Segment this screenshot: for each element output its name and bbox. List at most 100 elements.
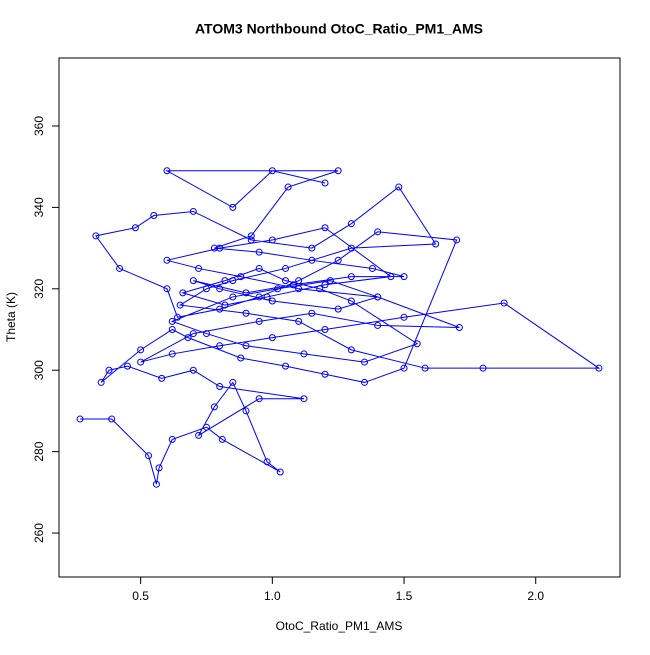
- data-point: [184, 334, 192, 342]
- data-point: [218, 435, 226, 443]
- y-tick-label: 340: [32, 197, 46, 217]
- data-point: [216, 342, 224, 350]
- data-point: [374, 228, 382, 236]
- data-point: [163, 167, 171, 175]
- data-point: [263, 293, 271, 301]
- data-point: [195, 431, 203, 439]
- data-point: [116, 264, 124, 272]
- data-point: [210, 403, 218, 411]
- data-point: [152, 480, 160, 488]
- data-point: [163, 256, 171, 264]
- data-point: [137, 346, 145, 354]
- data-point: [216, 285, 224, 293]
- data-point: [131, 224, 139, 232]
- data-point: [295, 285, 303, 293]
- data-point: [479, 364, 487, 372]
- data-point: [216, 382, 224, 390]
- data-point: [347, 220, 355, 228]
- data-point: [334, 167, 342, 175]
- data-point: [237, 273, 245, 281]
- data-point: [300, 350, 308, 358]
- x-tick-label: 1.0: [264, 589, 281, 603]
- data-point: [255, 317, 263, 325]
- data-point: [189, 207, 197, 215]
- data-point: [92, 232, 100, 240]
- data-point: [163, 285, 171, 293]
- data-point: [255, 248, 263, 256]
- data-point: [282, 362, 290, 370]
- data-point: [97, 378, 105, 386]
- x-tick-label: 0.5: [132, 589, 149, 603]
- y-tick-label: 320: [32, 278, 46, 298]
- data-point: [195, 264, 203, 272]
- data-point: [282, 277, 290, 285]
- data-point: [76, 415, 84, 423]
- data-point: [316, 285, 324, 293]
- data-point: [334, 256, 342, 264]
- data-point: [263, 458, 271, 466]
- plot-frame: [58, 57, 621, 578]
- data-point: [189, 366, 197, 374]
- data-point: [137, 358, 145, 366]
- data-point: [308, 244, 316, 252]
- data-point: [321, 179, 329, 187]
- data-point: [268, 297, 276, 305]
- data-point: [108, 415, 116, 423]
- data-point: [347, 346, 355, 354]
- data-point: [229, 378, 237, 386]
- data-point: [321, 370, 329, 378]
- data-point: [202, 423, 210, 431]
- data-point: [453, 236, 461, 244]
- x-axis-label: OtoC_Ratio_PM1_AMS: [276, 619, 403, 633]
- y-tick-label: 300: [32, 360, 46, 380]
- data-point: [400, 313, 408, 321]
- data-point: [168, 435, 176, 443]
- data-point: [145, 452, 153, 460]
- x-tick-label: 1.5: [396, 589, 413, 603]
- data-point: [289, 281, 297, 289]
- data-point: [400, 273, 408, 281]
- data-point: [150, 212, 158, 220]
- data-point: [326, 277, 334, 285]
- data-point: [105, 366, 113, 374]
- data-point: [189, 330, 197, 338]
- data-point: [413, 340, 421, 348]
- data-point: [168, 326, 176, 334]
- data-point: [229, 203, 237, 211]
- data-point: [216, 244, 224, 252]
- data-point: [189, 277, 197, 285]
- y-tick-label: 260: [32, 523, 46, 543]
- data-point: [308, 309, 316, 317]
- data-point: [247, 236, 255, 244]
- data-point: [158, 374, 166, 382]
- data-point: [308, 256, 316, 264]
- data-line: [80, 170, 601, 485]
- y-tick-label: 360: [32, 116, 46, 136]
- data-point: [221, 301, 229, 309]
- data-point: [395, 183, 403, 191]
- data-point: [255, 293, 263, 301]
- data-point: [221, 277, 229, 285]
- data-point: [255, 395, 263, 403]
- data-point: [242, 289, 250, 297]
- data-point: [321, 326, 329, 334]
- chart-title: ATOM3 Northbound OtoC_Ratio_PM1_AMS: [195, 21, 483, 37]
- data-point: [268, 236, 276, 244]
- data-point: [455, 323, 463, 331]
- data-point: [361, 378, 369, 386]
- data-point: [368, 264, 376, 272]
- data-point: [284, 183, 292, 191]
- data-point: [216, 305, 224, 313]
- data-point: [432, 240, 440, 248]
- data-point: [274, 285, 282, 293]
- data-point: [321, 224, 329, 232]
- data-point: [242, 309, 250, 317]
- data-point: [334, 305, 342, 313]
- data-point: [242, 342, 250, 350]
- data-point: [202, 285, 210, 293]
- data-point: [168, 317, 176, 325]
- data-point: [229, 277, 237, 285]
